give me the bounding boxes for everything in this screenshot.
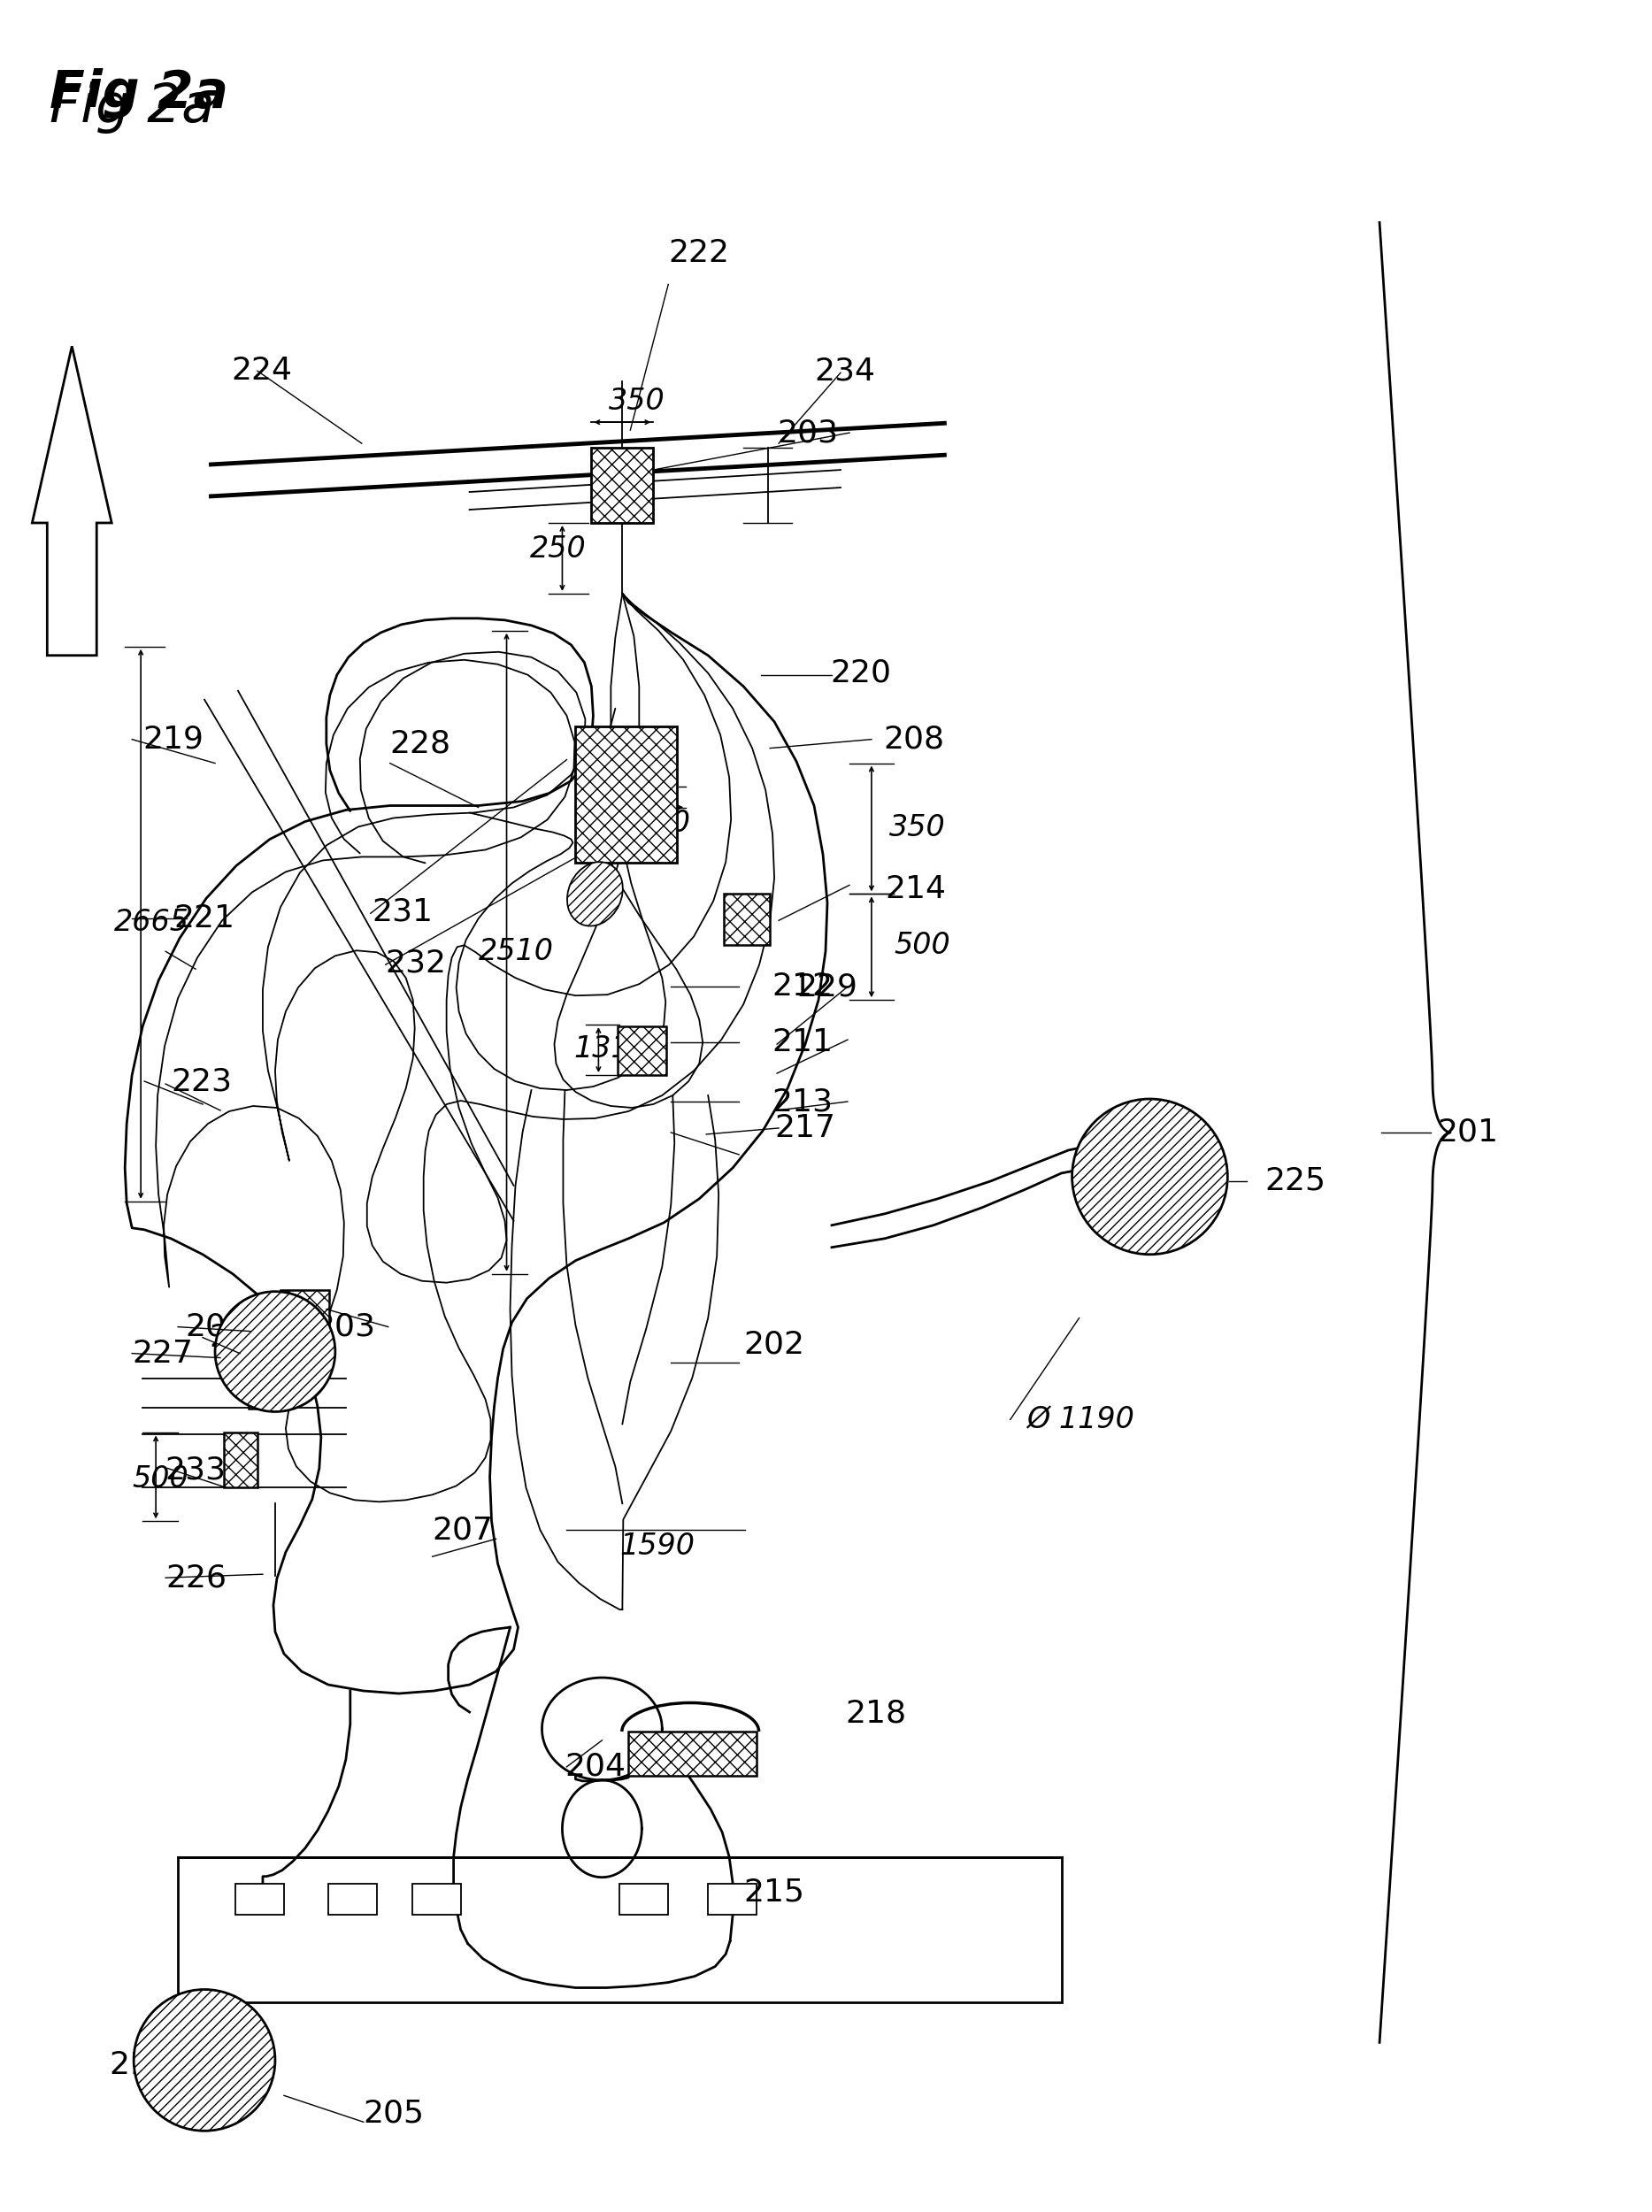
Text: 228: 228 xyxy=(390,728,451,759)
Text: 217: 217 xyxy=(775,1113,836,1144)
Circle shape xyxy=(1072,1099,1227,1254)
Text: 226: 226 xyxy=(165,1562,226,1593)
Text: 204: 204 xyxy=(565,1752,626,1783)
Text: 224: 224 xyxy=(231,356,292,385)
Text: 230: 230 xyxy=(610,792,666,823)
Text: 212: 212 xyxy=(771,971,833,1002)
Text: 220: 220 xyxy=(829,657,890,688)
Text: 203: 203 xyxy=(316,1312,377,1343)
Text: 215: 215 xyxy=(743,1878,805,1907)
Text: 207: 207 xyxy=(433,1515,494,1546)
Bar xyxy=(724,894,770,945)
Text: 2665: 2665 xyxy=(114,907,190,938)
Polygon shape xyxy=(31,347,112,655)
Bar xyxy=(620,1882,669,1913)
Text: 1000: 1000 xyxy=(615,810,691,838)
Text: 250: 250 xyxy=(530,535,586,564)
Bar xyxy=(628,1732,757,1776)
Circle shape xyxy=(134,1989,276,2130)
Text: 218: 218 xyxy=(844,1699,907,1730)
Bar xyxy=(411,1882,461,1913)
Text: 203: 203 xyxy=(776,418,838,447)
Bar xyxy=(281,1290,329,1336)
Text: 500: 500 xyxy=(894,931,950,960)
Text: 216: 216 xyxy=(109,2051,170,2079)
Text: 232: 232 xyxy=(385,947,446,978)
Text: 213: 213 xyxy=(771,1086,833,1117)
Text: Ø 1190: Ø 1190 xyxy=(1026,1405,1133,1433)
Text: 350: 350 xyxy=(889,814,945,843)
Text: 219: 219 xyxy=(142,723,203,754)
Bar xyxy=(575,726,677,863)
Bar xyxy=(591,447,653,522)
Text: 350: 350 xyxy=(610,387,666,416)
Bar xyxy=(618,1026,666,1075)
Text: 1590: 1590 xyxy=(620,1531,695,1562)
Text: 214: 214 xyxy=(885,874,947,905)
Bar xyxy=(225,1433,258,1489)
Bar xyxy=(178,1856,1062,2002)
Text: Fig 2a: Fig 2a xyxy=(50,82,215,133)
Text: 221: 221 xyxy=(173,905,235,933)
Bar xyxy=(248,1369,289,1409)
Text: 500: 500 xyxy=(132,1464,188,1493)
Bar xyxy=(329,1882,377,1913)
Text: 211: 211 xyxy=(771,1026,833,1057)
Circle shape xyxy=(215,1292,335,1411)
Bar xyxy=(235,1882,284,1913)
Text: 131: 131 xyxy=(573,1033,629,1064)
Text: 223: 223 xyxy=(170,1066,231,1097)
Text: 208: 208 xyxy=(882,723,945,754)
Text: 2510: 2510 xyxy=(479,938,553,967)
Text: 231: 231 xyxy=(372,896,433,927)
Text: 225: 225 xyxy=(1265,1166,1325,1197)
Text: 229: 229 xyxy=(796,971,857,1002)
Text: 205: 205 xyxy=(363,2099,425,2128)
Text: 235: 235 xyxy=(208,1323,269,1352)
Text: 233: 233 xyxy=(165,1455,226,1484)
Bar xyxy=(709,1882,757,1913)
Text: 206: 206 xyxy=(185,1312,246,1343)
Text: 202: 202 xyxy=(743,1329,805,1360)
Ellipse shape xyxy=(567,863,623,927)
Text: Fig 2a: Fig 2a xyxy=(50,69,228,117)
Text: 222: 222 xyxy=(669,239,729,268)
Text: 201: 201 xyxy=(1437,1117,1498,1148)
Text: 234: 234 xyxy=(814,356,876,385)
Text: 227: 227 xyxy=(132,1338,193,1369)
